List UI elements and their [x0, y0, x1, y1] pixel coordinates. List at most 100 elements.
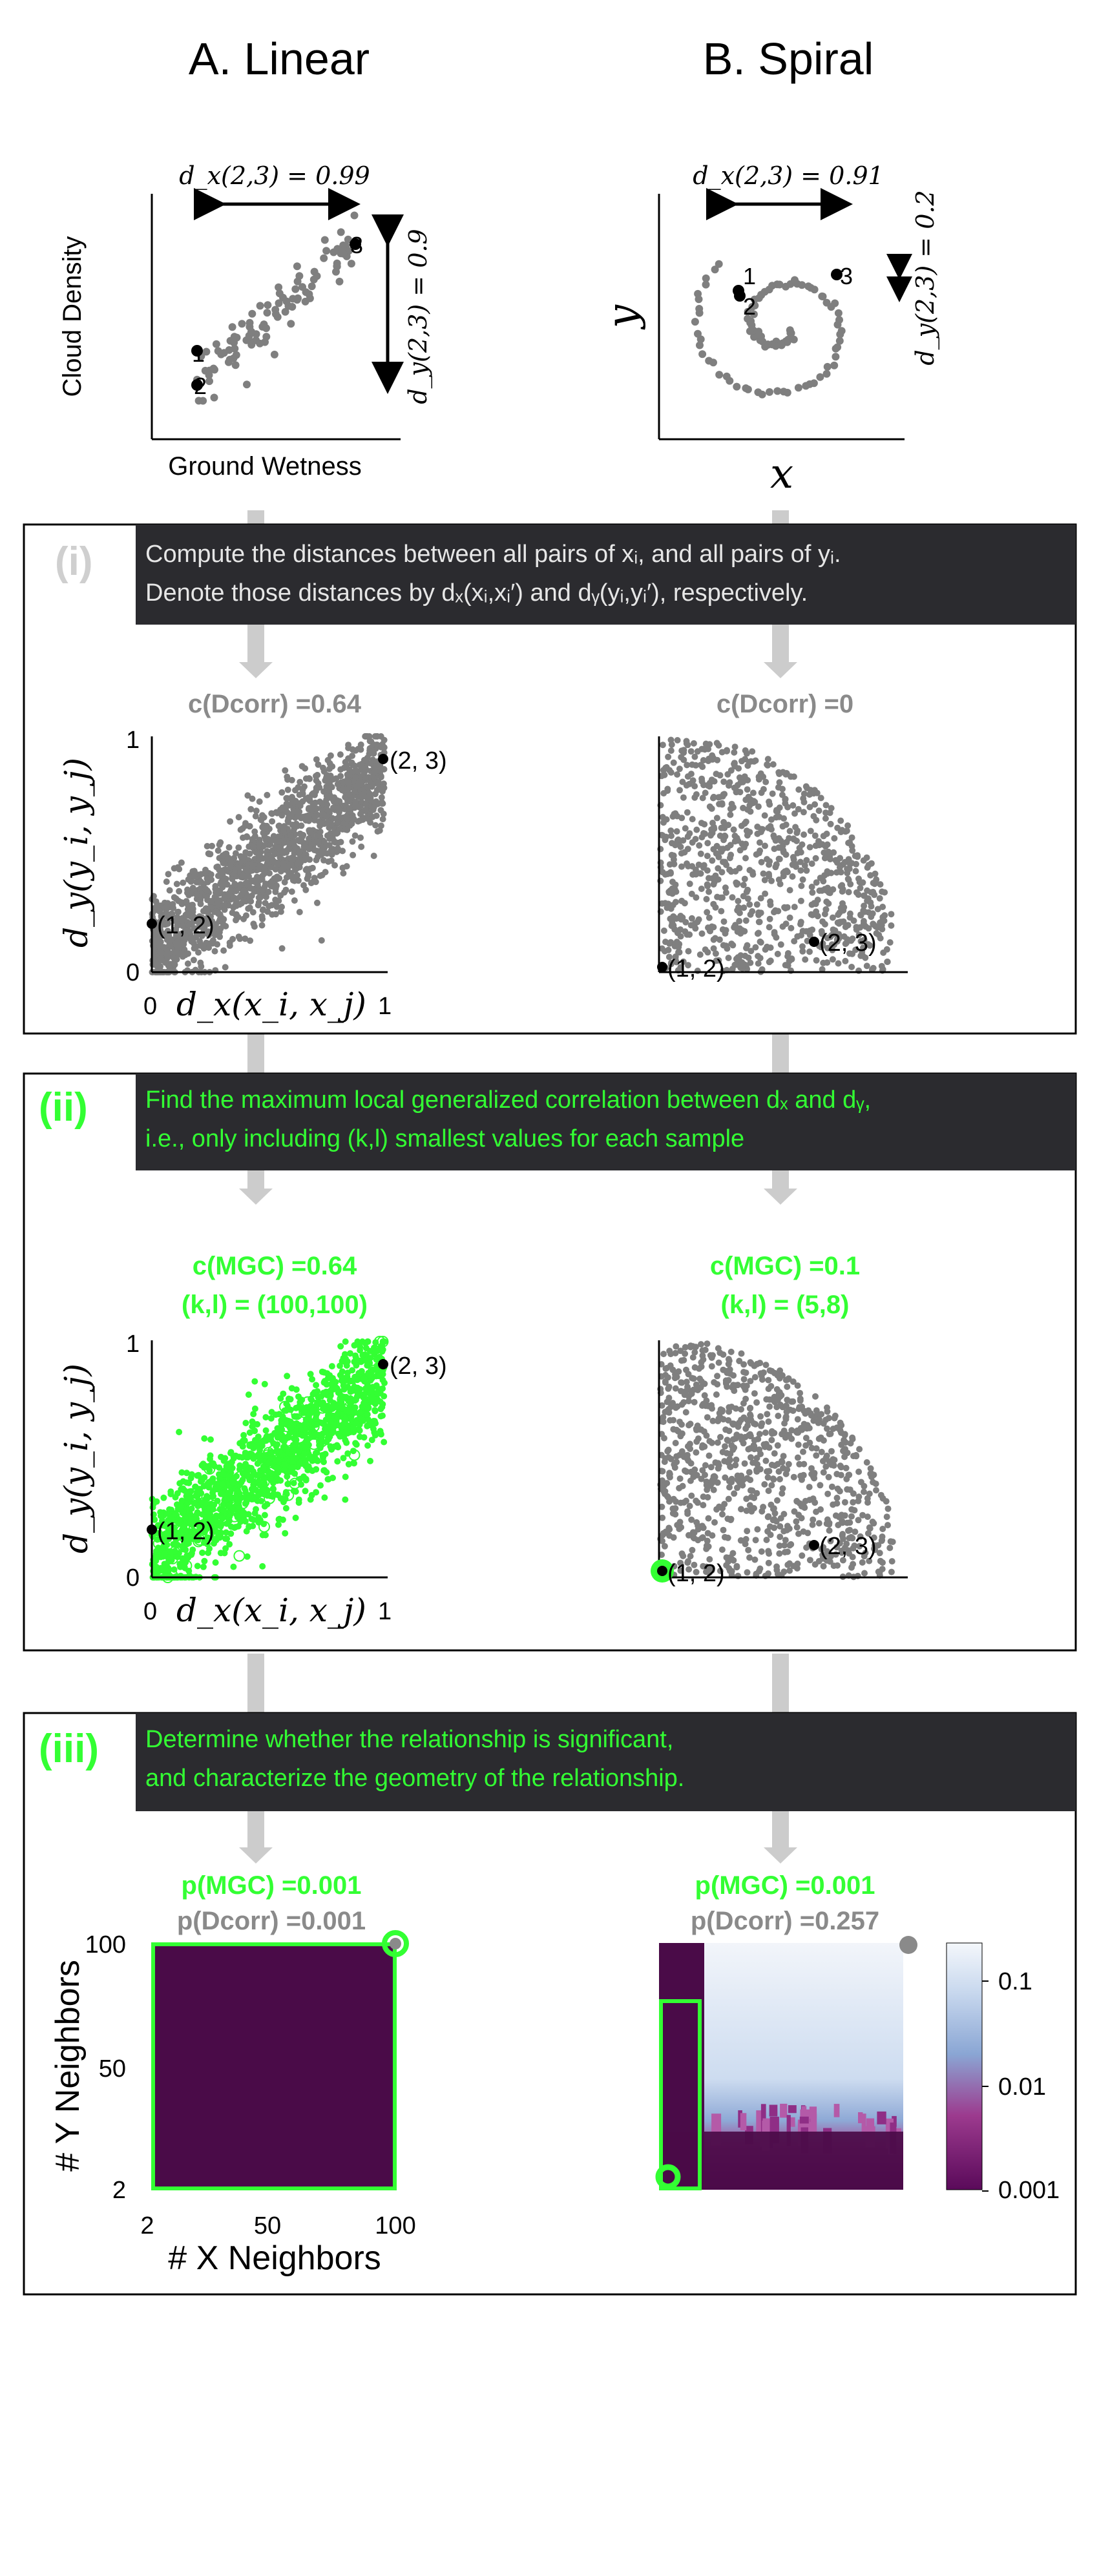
data-point	[180, 1478, 187, 1485]
data-point	[773, 1563, 780, 1570]
data-point	[822, 1463, 830, 1470]
data-point	[256, 798, 263, 805]
data-point	[256, 862, 263, 869]
data-point	[786, 1432, 793, 1439]
data-point	[806, 1484, 813, 1491]
data-point	[271, 851, 278, 858]
data-point	[366, 733, 373, 740]
data-point	[369, 813, 376, 820]
data-point	[664, 1407, 671, 1415]
data-point	[303, 866, 310, 873]
data-point	[246, 1442, 253, 1449]
data-point	[321, 1467, 328, 1474]
data-point	[343, 1439, 350, 1446]
data-point	[288, 1468, 295, 1475]
data-point	[710, 824, 717, 831]
data-point	[224, 1535, 231, 1542]
data-point	[726, 1457, 733, 1464]
data-point	[251, 923, 258, 930]
data-point	[676, 765, 683, 773]
data-point	[777, 1533, 784, 1541]
data-point	[220, 860, 227, 867]
data-point	[324, 818, 331, 826]
data-point	[870, 880, 877, 886]
data-point	[791, 810, 798, 817]
data-point	[735, 765, 742, 772]
label-1-2: (1, 2)	[157, 1518, 215, 1545]
data-point	[361, 1375, 368, 1382]
data-point	[718, 908, 725, 915]
data-point	[786, 827, 793, 835]
data-point	[324, 1412, 331, 1419]
data-point	[238, 871, 246, 878]
data-point	[769, 790, 776, 797]
data-point	[742, 917, 749, 924]
data-point	[705, 1515, 712, 1522]
data-point	[191, 1500, 198, 1507]
data-point	[352, 774, 359, 781]
data-point	[243, 879, 250, 886]
data-point	[664, 904, 671, 911]
data-point	[283, 795, 290, 802]
data-point	[771, 1510, 779, 1517]
data-point	[813, 816, 820, 824]
data-point	[700, 1502, 707, 1509]
data-point	[216, 1534, 224, 1541]
data-point	[678, 1430, 686, 1437]
data-point	[286, 1419, 293, 1426]
data-point	[230, 333, 238, 341]
data-point	[754, 1526, 761, 1533]
data-point	[693, 894, 700, 901]
data-point	[749, 748, 756, 755]
data-point	[311, 1389, 318, 1396]
data-point	[791, 904, 798, 911]
data-point	[827, 820, 834, 827]
data-point	[222, 902, 229, 909]
data-point	[795, 786, 802, 793]
data-point	[746, 901, 753, 908]
data-point	[731, 784, 738, 791]
data-point	[886, 939, 894, 946]
data-point	[741, 875, 748, 882]
data-point	[244, 792, 251, 799]
data-point	[261, 833, 268, 840]
data-point	[174, 950, 182, 957]
label-1-2: (1, 2)	[157, 912, 215, 939]
data-point	[233, 897, 240, 904]
data-point	[666, 940, 673, 947]
data-point	[727, 851, 735, 858]
data-point	[820, 959, 827, 966]
point-label-3: 3	[350, 232, 363, 258]
data-point	[703, 896, 710, 902]
data-point	[244, 833, 251, 840]
data-point	[275, 1428, 282, 1435]
data-point	[176, 1429, 183, 1435]
data-point	[307, 1371, 314, 1378]
data-point	[876, 1550, 883, 1557]
data-point	[693, 826, 700, 833]
data-point	[339, 249, 348, 258]
data-point	[686, 880, 693, 888]
data-point	[664, 1480, 671, 1487]
data-point	[220, 1471, 227, 1478]
data-point	[808, 1444, 815, 1451]
data-point	[240, 1517, 247, 1524]
data-point	[337, 766, 344, 773]
data-point	[813, 957, 820, 964]
data-point	[739, 964, 746, 971]
data-point	[676, 1526, 683, 1532]
data-point	[237, 826, 244, 833]
data-point	[300, 882, 307, 889]
data-point	[837, 1427, 844, 1434]
data-point	[275, 1521, 282, 1528]
data-point	[832, 353, 840, 361]
data-point	[815, 807, 822, 815]
data-point	[253, 807, 260, 815]
data-point	[249, 795, 256, 802]
data-point	[869, 910, 876, 917]
data-point	[736, 1419, 743, 1426]
data-point	[673, 1453, 680, 1460]
data-point	[802, 928, 810, 935]
data-point	[176, 888, 183, 895]
data-point	[298, 283, 306, 291]
